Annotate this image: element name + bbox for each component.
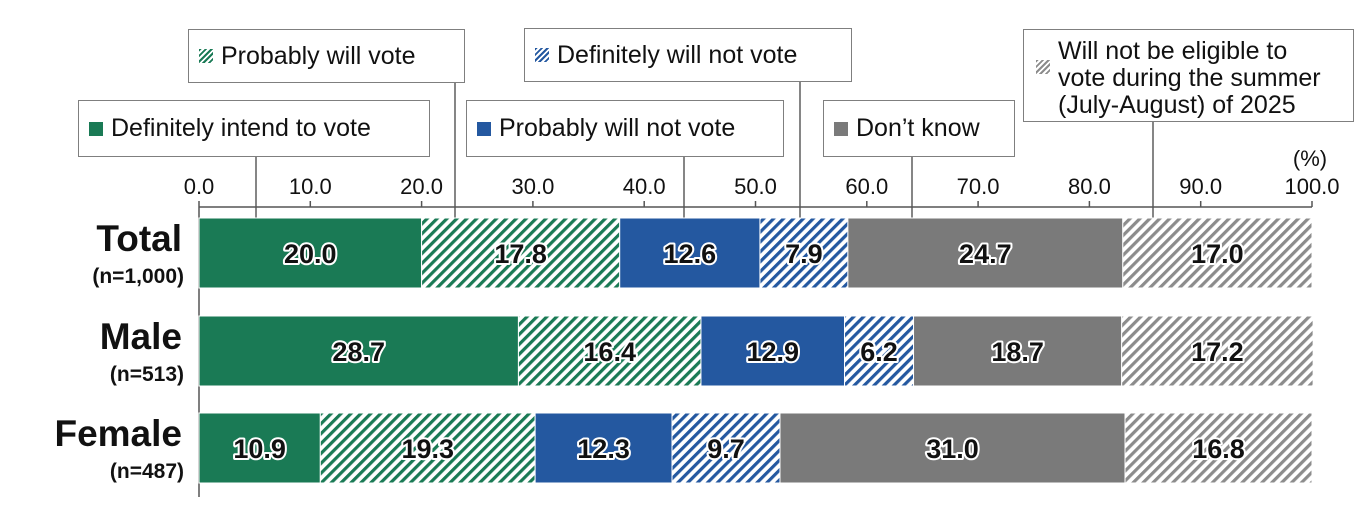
legend-item: Definitely intend to vote [78, 100, 430, 157]
bar-value-label: 18.7 [991, 337, 1044, 367]
bar-segment [913, 315, 1123, 387]
unit-label: (%) [1293, 146, 1327, 171]
legend-item: Definitely will not vote [524, 28, 852, 82]
category-n-label: (n=487) [110, 460, 184, 483]
x-tick-label: 0.0 [184, 174, 215, 199]
legend-swatch [199, 49, 213, 63]
x-tick-label: 80.0 [1068, 174, 1111, 199]
bar-segment [847, 217, 1124, 289]
x-tick-label: 30.0 [511, 174, 554, 199]
legend-label: Definitely intend to vote [111, 114, 371, 142]
bar-value-label: 17.2 [1191, 337, 1244, 367]
bar-value-label: 12.6 [664, 239, 717, 269]
legend-swatch [535, 48, 549, 62]
x-tick-label: 100.0 [1284, 174, 1339, 199]
category-label: Total [96, 218, 182, 259]
bar-segment [198, 315, 519, 387]
legend-swatch [1036, 60, 1050, 74]
bar-segment [1124, 412, 1313, 484]
legend-item: Probably will vote [188, 29, 465, 83]
bar-value-label: 20.0 [284, 239, 337, 269]
bar-value-label: 17.0 [1191, 239, 1244, 269]
bar-segment [700, 315, 846, 387]
x-tick-label: 20.0 [400, 174, 443, 199]
legend-item: Don’t know [823, 100, 1015, 157]
bar-value-label: 28.7 [332, 337, 385, 367]
bar-segment [779, 412, 1126, 484]
x-tick-label: 90.0 [1179, 174, 1222, 199]
bar-value-label: 6.2 [860, 337, 898, 367]
category-label: Female [54, 413, 182, 454]
legend-item: Probably will not vote [466, 100, 784, 157]
legend-swatch [477, 121, 491, 136]
bars-group: 20.0 17.8 12.6 7.9 24.7 17.0 28.7 16.4 12.9 6.2 18… [198, 217, 1314, 484]
x-tick-label: 40.0 [623, 174, 666, 199]
bar-segment [1122, 217, 1313, 289]
bar-value-label: 12.3 [577, 434, 630, 464]
bar-value-label: 31.0 [926, 434, 979, 464]
legend-label: Will not be eligible to vote during the … [1058, 37, 1321, 119]
x-tick-label: 60.0 [845, 174, 888, 199]
bar-segment [517, 315, 702, 387]
bar-segment [198, 217, 423, 289]
bar-segment [534, 412, 673, 484]
legend-swatch [834, 121, 848, 136]
bar-value-label: 17.8 [494, 239, 547, 269]
bar-segment [759, 217, 849, 289]
bar-value-label: 7.9 [785, 239, 823, 269]
bar-value-label: 12.9 [746, 337, 799, 367]
legend-label: Don’t know [856, 114, 980, 142]
legend-swatch [89, 121, 103, 136]
bar-value-label: 16.8 [1192, 434, 1245, 464]
legend-label: Probably will not vote [499, 114, 736, 142]
x-tick-label: 10.0 [289, 174, 332, 199]
category-n-label: (n=1,000) [92, 265, 184, 288]
bar-value-label: 9.7 [707, 434, 745, 464]
legend-label: Definitely will not vote [557, 40, 798, 69]
bar-segment [319, 412, 536, 484]
bar-segment [198, 412, 321, 484]
bar-value-label: 24.7 [959, 239, 1012, 269]
bar-segment [619, 217, 761, 289]
x-axis: 0.0 10.0 20.0 30.0 40.0 50.0 60.0 70.0 80.0 90.0 1… [184, 174, 1340, 207]
x-tick-label: 50.0 [734, 174, 777, 199]
legend-item: Will not be eligible to vote during the … [1023, 29, 1354, 122]
bar-segment [1121, 315, 1314, 387]
bar-segment [671, 412, 781, 484]
x-tick-label: 70.0 [957, 174, 1000, 199]
category-labels: Total (n=1,000) Male (n=513) Female (n=487) [54, 218, 184, 483]
bar-value-label: 10.9 [233, 434, 286, 464]
bar-value-label: 16.4 [583, 337, 636, 367]
legend-label: Probably will vote [221, 41, 416, 70]
category-n-label: (n=513) [110, 363, 184, 386]
category-label: Male [100, 316, 182, 357]
bar-value-label: 19.3 [401, 434, 454, 464]
